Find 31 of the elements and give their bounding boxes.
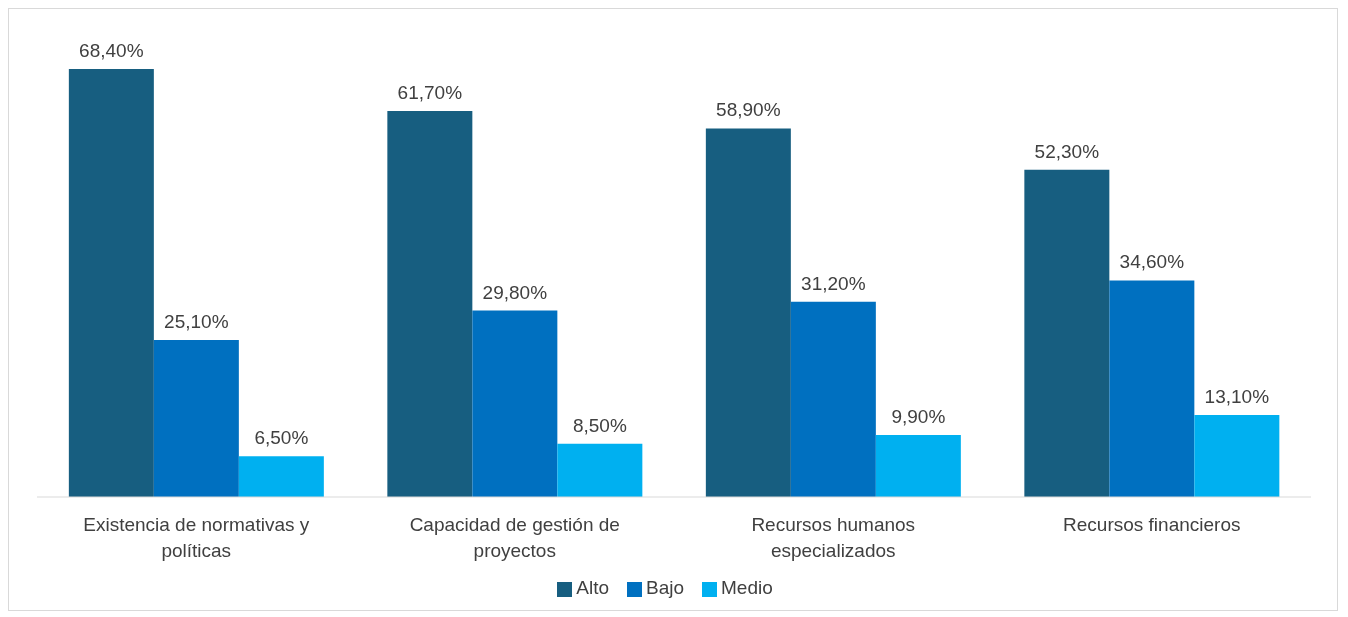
bar [1194, 415, 1280, 497]
data-label: 13,10% [1204, 386, 1270, 408]
data-label: 52,30% [1034, 140, 1100, 162]
bar [472, 310, 558, 497]
data-label: 25,10% [164, 310, 229, 332]
legend-label: Medio [721, 577, 773, 598]
x-tick-label: Recursos humanos especializados [751, 514, 916, 561]
data-label: 6,50% [254, 427, 309, 449]
bar [68, 69, 154, 497]
bar [875, 435, 961, 497]
data-label: 8,50% [572, 414, 627, 436]
bar [238, 456, 324, 497]
legend-label: Alto [576, 577, 609, 598]
bar [387, 110, 473, 497]
data-label: 29,80% [482, 281, 548, 303]
x-tick-label: Capacidad de gestión de proyectos [409, 514, 620, 561]
x-tick-label: Existencia de normativas y políticas [83, 514, 310, 561]
data-label: 31,20% [801, 272, 866, 294]
bar [705, 128, 791, 497]
data-label: 68,40% [79, 40, 144, 61]
data-label: 9,90% [891, 406, 946, 428]
bar [1109, 280, 1195, 497]
data-label: 58,90% [716, 99, 781, 121]
bar [153, 339, 239, 497]
bar [790, 301, 876, 497]
legend-label: Bajo [645, 577, 685, 598]
data-label: 34,60% [1119, 251, 1185, 273]
bar [557, 443, 643, 497]
bar [1024, 169, 1110, 497]
x-tick-label: Recursos financieros [1063, 514, 1241, 535]
data-label: 61,70% [397, 81, 463, 103]
